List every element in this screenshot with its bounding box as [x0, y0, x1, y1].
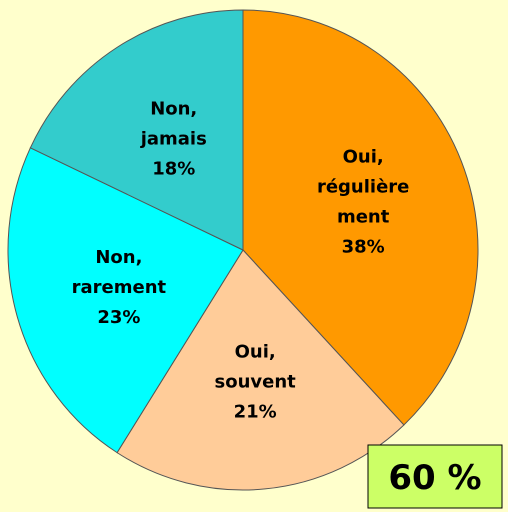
- pie: [7, 9, 479, 491]
- slice-label: Non, rarement: [72, 247, 167, 298]
- pie-slice: [242, 9, 479, 426]
- slice-label-line: Non,: [95, 247, 142, 268]
- slice-label-line: rarement: [72, 277, 167, 298]
- slice-label: Oui, régulière ment: [317, 146, 409, 227]
- value-label: 21%: [234, 401, 277, 422]
- slice-label: Non, jamais: [140, 99, 207, 150]
- slice-label-line: jamais: [140, 129, 207, 150]
- pie-slice: [7, 147, 244, 454]
- slice-label-line: Oui,: [343, 146, 384, 167]
- slice-label-line: Non,: [150, 99, 197, 120]
- value-label: 38%: [342, 236, 385, 257]
- slice-label-line: souvent: [215, 371, 297, 392]
- slice-label-line: ment: [337, 206, 390, 227]
- annotation: 60 %: [388, 458, 481, 498]
- slice-label: Oui, souvent: [215, 341, 297, 392]
- slice-label-line: régulière: [317, 176, 409, 197]
- value-label: 23%: [97, 307, 140, 328]
- slice-label-line: Oui,: [235, 341, 276, 362]
- value-label: 18%: [152, 159, 195, 180]
- annotation-box: [367, 444, 503, 509]
- pie-slice: [29, 9, 244, 251]
